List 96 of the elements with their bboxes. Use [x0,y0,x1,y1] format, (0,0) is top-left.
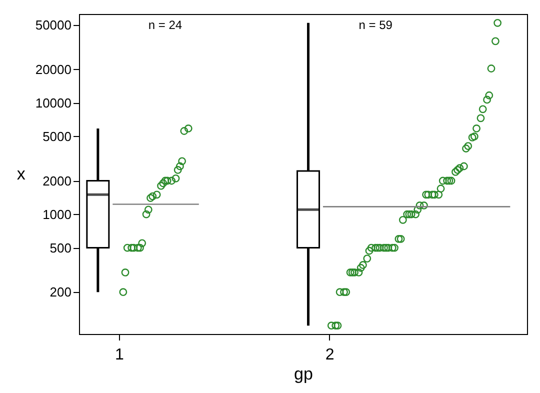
point [412,210,420,218]
point [363,254,372,263]
point [462,144,470,152]
point [342,288,350,296]
point [121,268,130,276]
point [434,190,443,199]
y-tick-label: 200 [50,284,72,300]
point [168,176,176,185]
point [356,264,365,272]
point [403,210,412,218]
annotation: n = 59 [358,18,393,32]
point [374,244,382,252]
point [119,288,128,296]
point [180,127,188,135]
annotation: n = 24 [148,18,182,32]
point [159,179,168,188]
point [148,192,157,200]
point [348,268,356,276]
point [172,174,180,182]
point [456,164,464,172]
point [134,244,142,252]
point [136,244,144,252]
point [376,244,384,252]
point [146,194,154,202]
point [468,134,476,142]
point [405,210,414,218]
point [350,268,358,276]
point [424,190,432,199]
point [390,244,398,252]
point [438,176,447,185]
point [491,37,500,46]
point [478,105,487,114]
y-tick-label: 10000 [35,95,72,110]
point [394,235,403,243]
point [384,244,392,252]
point [157,182,165,190]
point [487,64,496,72]
point [130,244,138,252]
point [358,261,367,269]
point [454,166,462,174]
point [472,124,480,132]
point [485,91,494,100]
point [142,210,150,218]
point [407,210,416,218]
point [398,216,407,224]
point [416,202,424,210]
y-tick-label: 1000 [42,206,72,222]
point [163,176,172,185]
point [422,190,430,199]
point [464,142,472,150]
point [452,168,460,176]
x-tick-label: 2 [325,346,334,364]
point [128,244,136,252]
y-tick-label: 2000 [42,173,72,188]
point [443,176,452,185]
point [436,184,445,193]
point [483,96,491,104]
point [144,206,152,214]
point [346,268,354,276]
x-axis-title: gp [294,364,313,384]
point [470,132,478,140]
point [367,244,376,252]
point [354,268,363,276]
point [336,288,344,296]
point [123,244,132,252]
point [476,114,485,122]
point [430,190,438,199]
point [372,244,380,252]
point [396,235,405,243]
point [332,322,340,330]
point [365,246,374,255]
point [380,244,388,252]
point [174,166,182,174]
y-tick-label: 500 [50,240,72,256]
point [420,202,428,210]
point [445,176,454,185]
point [138,239,146,248]
point [152,190,161,199]
point [447,176,456,185]
point [327,322,336,330]
y-tick-label: 5000 [42,128,72,144]
point [334,322,342,330]
point [494,18,502,27]
point [340,288,348,296]
point [184,124,192,132]
point [428,190,436,199]
y-axis-title: x [16,164,26,184]
point [178,157,186,166]
point [176,162,184,170]
point [388,244,396,252]
point [161,176,170,185]
point [460,162,468,170]
y-tick-label: 20000 [35,62,72,77]
y-tick-label: 50000 [35,18,72,33]
point [414,206,422,214]
x-tick-label: 1 [115,346,124,364]
